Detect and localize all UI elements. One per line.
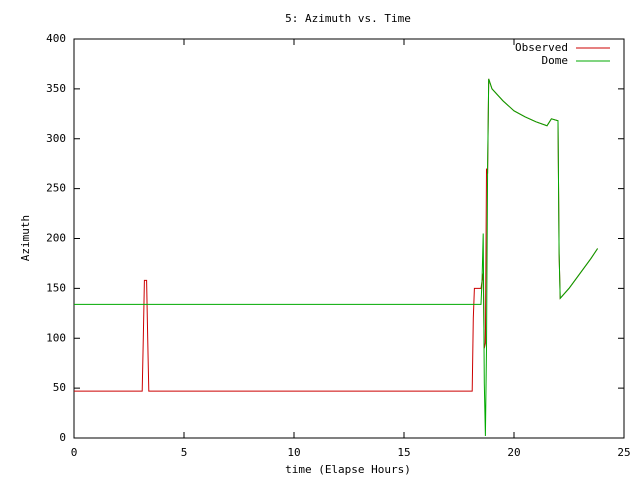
x-tick-label: 20	[507, 446, 520, 459]
y-tick-label: 350	[46, 82, 66, 95]
y-tick-label: 250	[46, 182, 66, 195]
x-tick-label: 5	[181, 446, 188, 459]
x-tick-label: 0	[71, 446, 78, 459]
plot-frame	[73, 38, 625, 439]
y-tick-label: 50	[53, 381, 66, 394]
x-tick-label: 25	[617, 446, 630, 459]
data-line	[74, 78, 599, 392]
legend-label: Dome	[542, 54, 569, 67]
y-tick-label: 150	[46, 281, 66, 294]
y-tick-label: 0	[59, 431, 66, 444]
x-axis-label: time (Elapse Hours)	[285, 463, 411, 476]
y-tick-label: 400	[46, 32, 66, 45]
y-tick-label: 300	[46, 132, 66, 145]
y-tick-label: 100	[46, 331, 66, 344]
y-axis-label: Azimuth	[19, 215, 32, 261]
chart-title: 5: Azimuth vs. Time	[285, 12, 411, 25]
legend-label: Observed	[515, 41, 568, 54]
x-tick-label: 10	[287, 446, 300, 459]
y-tick-label: 200	[46, 232, 66, 245]
x-tick-label: 15	[397, 446, 410, 459]
data-line	[74, 78, 599, 437]
